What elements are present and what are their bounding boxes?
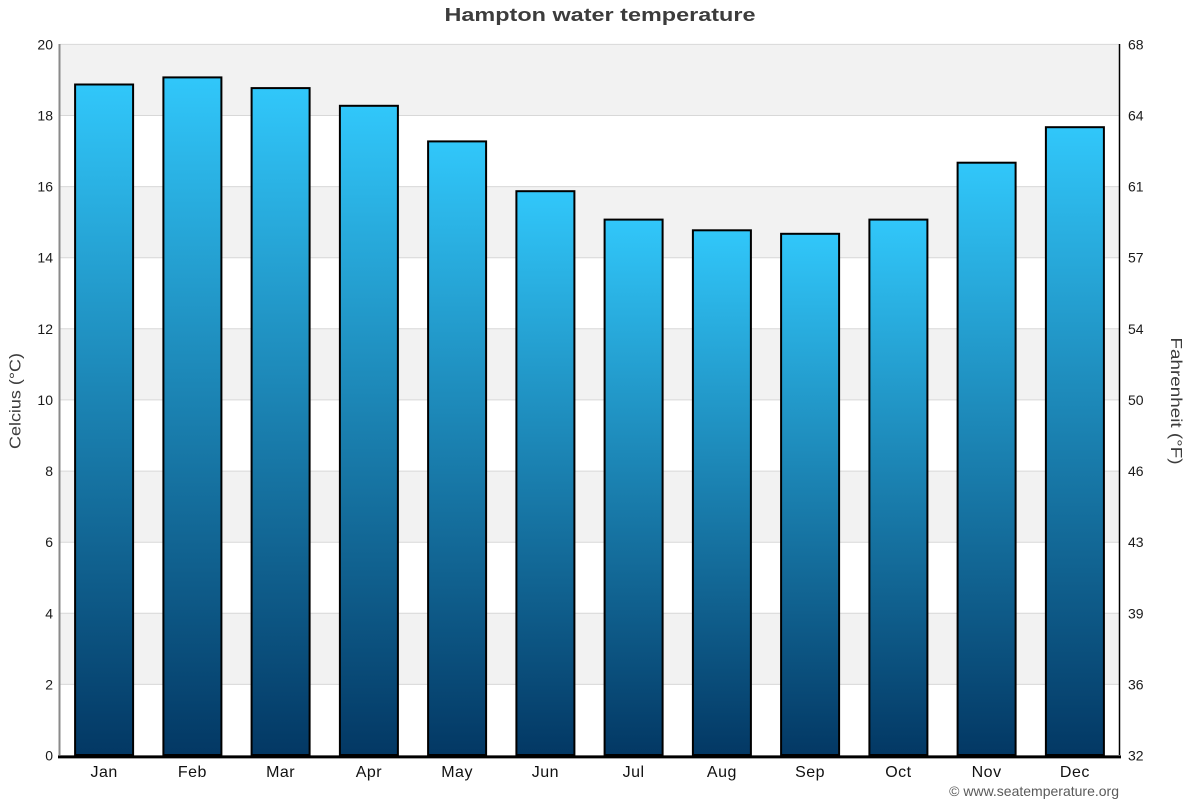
svg-text:43: 43 xyxy=(1128,534,1144,550)
svg-text:10: 10 xyxy=(37,392,53,408)
svg-text:Dec: Dec xyxy=(1060,764,1090,781)
svg-text:Jul: Jul xyxy=(623,764,645,781)
svg-text:Nov: Nov xyxy=(972,764,1002,781)
svg-text:61: 61 xyxy=(1128,179,1144,195)
svg-text:12: 12 xyxy=(37,321,53,337)
svg-text:54: 54 xyxy=(1128,321,1144,337)
svg-text:18: 18 xyxy=(37,108,53,124)
svg-text:39: 39 xyxy=(1128,605,1144,621)
svg-text:8: 8 xyxy=(45,463,53,479)
svg-text:Feb: Feb xyxy=(178,764,207,781)
svg-text:Apr: Apr xyxy=(356,764,383,781)
svg-text:2: 2 xyxy=(45,676,53,692)
svg-text:57: 57 xyxy=(1128,250,1144,266)
svg-text:36: 36 xyxy=(1128,676,1144,692)
svg-text:20: 20 xyxy=(37,36,53,52)
svg-text:Aug: Aug xyxy=(707,764,737,781)
svg-text:Jun: Jun xyxy=(532,764,559,781)
svg-text:4: 4 xyxy=(45,605,53,621)
svg-text:16: 16 xyxy=(37,179,53,195)
svg-text:Fahrenheit (°F): Fahrenheit (°F) xyxy=(1167,338,1184,465)
svg-text:64: 64 xyxy=(1128,108,1144,124)
svg-text:46: 46 xyxy=(1128,463,1144,479)
svg-text:Mar: Mar xyxy=(266,764,295,781)
svg-text:© www.seatemperature.org: © www.seatemperature.org xyxy=(949,783,1119,799)
svg-text:68: 68 xyxy=(1128,36,1144,52)
svg-text:32: 32 xyxy=(1128,748,1144,764)
svg-text:0: 0 xyxy=(45,748,53,764)
svg-text:Jan: Jan xyxy=(90,764,117,781)
svg-text:50: 50 xyxy=(1128,392,1144,408)
svg-text:Sep: Sep xyxy=(795,764,825,781)
svg-text:6: 6 xyxy=(45,534,53,550)
svg-text:Oct: Oct xyxy=(885,764,911,781)
svg-text:Celcius (°C): Celcius (°C) xyxy=(8,353,25,449)
svg-text:Hampton water temperature: Hampton water temperature xyxy=(445,4,756,25)
svg-text:May: May xyxy=(441,764,473,781)
svg-text:14: 14 xyxy=(37,250,53,266)
